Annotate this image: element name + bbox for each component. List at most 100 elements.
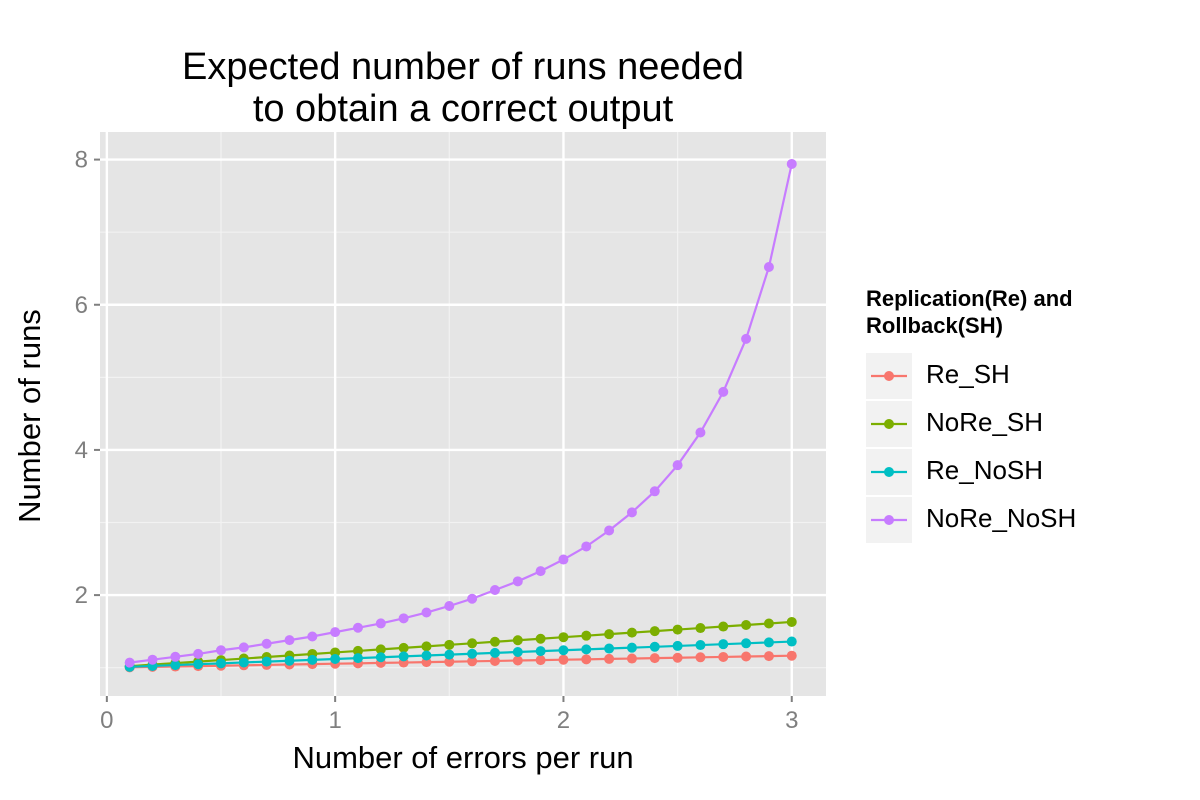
data-point [261, 638, 272, 649]
legend-item: NoRe_NoSH [866, 495, 1166, 543]
legend-label: NoRe_SH [926, 407, 1044, 437]
legend-items: Re_SH NoRe_SH Re_NoSH NoRe_NoSH [866, 351, 1166, 543]
data-point [558, 654, 569, 665]
data-point [124, 657, 135, 668]
data-point [352, 645, 363, 656]
data-point [330, 653, 341, 664]
data-point [421, 641, 432, 652]
data-point [649, 653, 660, 664]
data-point [512, 647, 523, 658]
data-point [581, 644, 592, 655]
x-axis-title: Number of errors per run [292, 740, 634, 775]
data-point [695, 640, 706, 651]
data-point [444, 600, 455, 611]
data-point [489, 655, 500, 666]
major-gridlines [100, 132, 826, 696]
legend-key-point [884, 419, 894, 429]
data-point [352, 653, 363, 664]
legend-key [866, 401, 912, 447]
data-point [170, 651, 181, 662]
data-point [786, 650, 797, 661]
data-point [604, 629, 615, 640]
legend: Replication(Re) and Rollback(SH) Re_SH No… [866, 285, 1166, 543]
data-point [512, 576, 523, 587]
data-point [398, 651, 409, 662]
data-point [581, 541, 592, 552]
data-point [626, 642, 637, 653]
x-tick-label: 2 [557, 707, 570, 734]
legend-item: NoRe_SH [866, 399, 1166, 447]
legend-key-point [884, 467, 894, 477]
legend-item: Re_NoSH [866, 447, 1166, 495]
data-point [307, 631, 318, 642]
legend-key [866, 353, 912, 399]
series-NoRe_NoSH [124, 158, 797, 668]
data-point [741, 620, 752, 631]
data-point [558, 554, 569, 565]
data-point [718, 386, 729, 397]
data-point [375, 618, 386, 629]
data-point [672, 460, 683, 471]
data-point [786, 158, 797, 169]
data-point [763, 262, 774, 273]
data-point [581, 654, 592, 665]
data-point [261, 656, 272, 667]
data-point [763, 637, 774, 648]
legend-label: NoRe_NoSH [926, 503, 1077, 533]
data-point [352, 622, 363, 633]
data-point [444, 649, 455, 660]
legend-key-point [884, 371, 894, 381]
data-point [170, 660, 181, 671]
chart-title-line-1: Expected number of runs needed [182, 46, 744, 88]
data-point [512, 655, 523, 666]
data-point [193, 648, 204, 659]
data-point [672, 652, 683, 663]
legend-title-line-2: Rollback(SH) [866, 313, 1003, 338]
x-tick-label: 0 [100, 707, 113, 734]
y-tick-label: 2 [75, 582, 88, 609]
data-point [558, 632, 569, 643]
data-point [626, 653, 637, 664]
data-point [512, 635, 523, 646]
data-point [467, 656, 478, 667]
data-point [649, 626, 660, 637]
data-point [421, 650, 432, 661]
data-point [535, 633, 546, 644]
data-point [695, 623, 706, 634]
series-Re_NoSH [124, 636, 797, 672]
data-point [672, 624, 683, 635]
legend-item: Re_SH [866, 351, 1166, 399]
data-point [467, 593, 478, 604]
data-point [398, 613, 409, 624]
legend-title-line-1: Replication(Re) and [866, 286, 1073, 311]
legend-label: Re_NoSH [926, 455, 1044, 485]
data-point [786, 616, 797, 627]
data-point [604, 653, 615, 664]
data-point [284, 635, 295, 646]
data-point [626, 507, 637, 518]
data-point [307, 654, 318, 665]
data-point [375, 652, 386, 663]
x-tick-label: 1 [328, 707, 341, 734]
data-point [649, 486, 660, 497]
axes: 0 1 2 3 2 4 6 8 [75, 147, 799, 734]
data-point [718, 639, 729, 650]
chart-title-line-2: to obtain a correct output [252, 88, 674, 130]
data-point [398, 642, 409, 653]
data-point [604, 525, 615, 536]
data-point [444, 656, 455, 667]
data-point [741, 638, 752, 649]
data-point [741, 333, 752, 344]
data-point [626, 627, 637, 638]
data-point [535, 655, 546, 666]
data-point [216, 658, 226, 669]
legend-label: Re_SH [926, 359, 1010, 389]
data-point [763, 618, 774, 629]
y-tick-label: 4 [75, 437, 88, 464]
data-point [718, 621, 729, 632]
data-point [193, 659, 204, 670]
data-point [695, 427, 706, 438]
data-point [467, 638, 478, 649]
data-point [330, 627, 341, 638]
